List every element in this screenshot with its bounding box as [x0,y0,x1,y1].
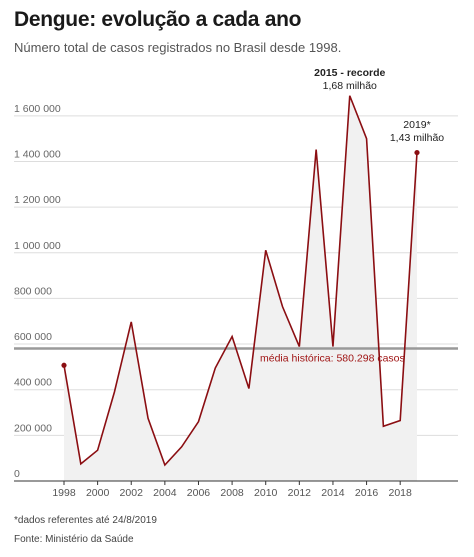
x-tick-label: 2018 [389,487,413,499]
x-tick-label: 2012 [288,487,312,499]
chart-title: Dengue: evolução a cada ano [14,8,302,31]
point-1998 [61,362,67,368]
x-tick-label: 1998 [52,487,76,499]
y-tick-label: 400 000 [14,377,52,389]
annotation-2015-title: 2015 - recorde [314,67,385,79]
x-tick-label: 2004 [153,487,177,499]
annotation-2015-value: 1,68 milhão [323,80,377,92]
series-line [63,95,418,467]
y-tick-label: 200 000 [14,422,52,434]
area-fill [64,95,417,481]
y-tick-label: 1 200 000 [14,194,61,206]
x-tick-label: 2002 [120,487,144,499]
y-tick-label: 0 [14,468,20,480]
annotation-2019-value: 1,43 milhão [390,132,444,144]
y-tick-label: 1 600 000 [14,103,61,115]
source-note: Fonte: Ministério da Saúde [14,534,134,545]
point-2019 [414,149,420,156]
x-tick-label: 2016 [355,487,379,499]
average-label: média histórica: 580.298 casos [260,353,405,365]
y-tick-label: 1 000 000 [14,240,61,252]
y-tick-label: 600 000 [14,331,52,343]
x-tick-label: 2008 [220,487,244,499]
x-tick-label: 2014 [321,487,345,499]
y-tick-label: 1 400 000 [14,148,61,160]
annotation-2019-title: 2019* [403,119,430,131]
x-tick-label: 2010 [254,487,278,499]
x-tick-label: 2006 [187,487,211,499]
chart-subtitle: Número total de casos registrados no Bra… [14,40,342,55]
x-tick-label: 2000 [86,487,110,499]
footnote-data-date: *dados referentes até 24/8/2019 [14,515,157,526]
y-tick-label: 800 000 [14,285,52,297]
